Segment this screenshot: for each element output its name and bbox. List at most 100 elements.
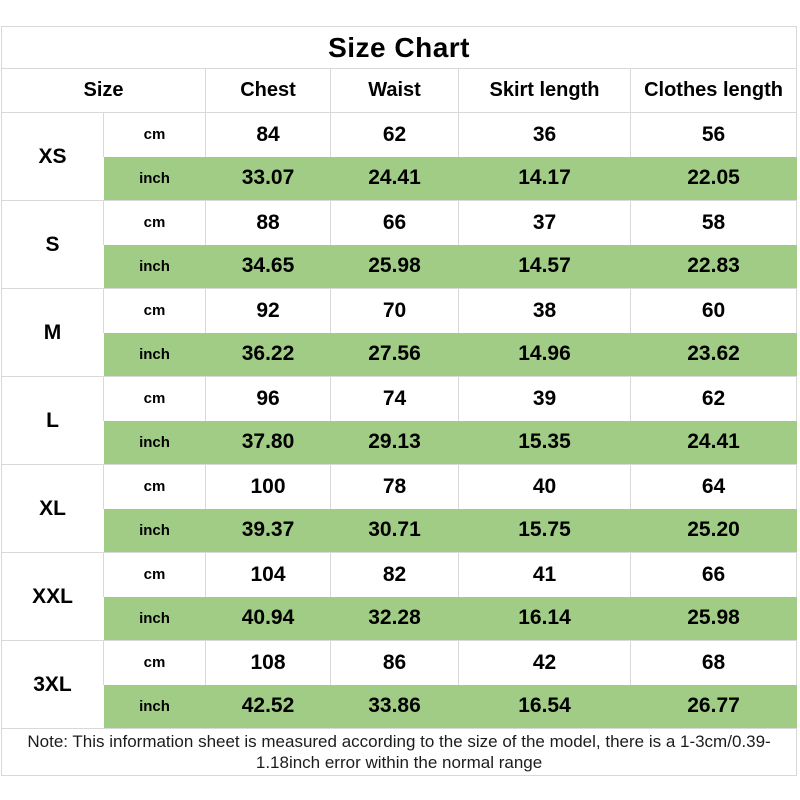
column-header-size: Size: [1, 68, 206, 113]
header-row: Size Chest Waist Skirt length Clothes le…: [1, 68, 798, 113]
measurement-value-cm: 78: [330, 464, 459, 509]
measurement-value-cm: 66: [629, 552, 798, 597]
unit-label-cm: cm: [103, 112, 206, 157]
measurement-value-inch: 29.13: [330, 420, 459, 465]
measurement-value-inch: 25.98: [630, 596, 797, 641]
unit-label-inch: inch: [103, 156, 206, 201]
measurement-value-cm: 58: [629, 200, 798, 245]
measurement-value-cm: 39: [458, 376, 631, 421]
table-row-inch: inch 42.52 33.86 16.54 26.77: [2, 684, 797, 729]
size-label: XXL: [1, 552, 104, 641]
measurement-value-inch: 15.75: [458, 508, 631, 553]
unit-label-inch: inch: [103, 508, 206, 553]
table-row-cm: XL cm 100 78 40 64: [1, 464, 798, 553]
measurement-value-cm: 74: [330, 376, 459, 421]
measurement-value-inch: 23.62: [630, 332, 797, 377]
measurement-value-cm: 82: [330, 552, 459, 597]
unit-label-cm: cm: [103, 288, 206, 333]
column-header-skirt-length: Skirt length: [458, 68, 631, 113]
measurement-value-inch: 24.41: [630, 420, 797, 465]
note-row: Note: This information sheet is measured…: [0, 728, 798, 776]
measurement-value-inch: 42.52: [205, 684, 331, 729]
measurement-value-cm: 42: [458, 640, 631, 685]
measurement-value-inch: 40.94: [205, 596, 331, 641]
unit-label-inch: inch: [103, 244, 206, 289]
measurement-value-cm: 62: [330, 112, 459, 157]
measurement-value-inch: 30.71: [330, 508, 459, 553]
measurement-value-inch: 32.28: [330, 596, 459, 641]
measurement-value-inch: 37.80: [205, 420, 331, 465]
measurement-value-cm: 68: [629, 640, 798, 685]
measurement-value-cm: 70: [330, 288, 459, 333]
table-row-inch: inch 33.07 24.41 14.17 22.05: [2, 156, 797, 201]
column-header-waist: Waist: [330, 68, 459, 113]
measurement-value-cm: 41: [458, 552, 631, 597]
measurement-value-inch: 33.07: [205, 156, 331, 201]
table-row-cm: 3XL cm 108 86 42 68: [1, 640, 798, 729]
size-label: M: [1, 288, 104, 377]
table-row-inch: inch 40.94 32.28 16.14 25.98: [2, 596, 797, 641]
note-text: Note: This information sheet is measured…: [0, 728, 798, 776]
measurement-value-cm: 96: [205, 376, 331, 421]
unit-label-inch: inch: [103, 684, 206, 729]
measurement-value-inch: 34.65: [205, 244, 331, 289]
measurement-value-inch: 39.37: [205, 508, 331, 553]
table-row-cm: XXL cm 104 82 41 66: [1, 552, 798, 641]
unit-label-inch: inch: [103, 420, 206, 465]
measurement-value-inch: 15.35: [458, 420, 631, 465]
measurement-value-inch: 14.17: [458, 156, 631, 201]
size-label: S: [1, 200, 104, 289]
measurement-value-cm: 108: [205, 640, 331, 685]
measurement-value-inch: 24.41: [330, 156, 459, 201]
measurement-value-cm: 64: [629, 464, 798, 509]
measurement-value-cm: 88: [205, 200, 331, 245]
measurement-value-inch: 22.83: [630, 244, 797, 289]
title-row: Size Chart: [0, 26, 798, 69]
measurement-value-cm: 36: [458, 112, 631, 157]
measurement-value-inch: 14.96: [458, 332, 631, 377]
chart-title: Size Chart: [0, 26, 798, 69]
size-label: XL: [1, 464, 104, 553]
table-row-inch: inch 36.22 27.56 14.96 23.62: [2, 332, 797, 377]
table-row-inch: inch 37.80 29.13 15.35 24.41: [2, 420, 797, 465]
unit-label-cm: cm: [103, 376, 206, 421]
unit-label-cm: cm: [103, 552, 206, 597]
table-row-inch: inch 39.37 30.71 15.75 25.20: [2, 508, 797, 553]
measurement-value-inch: 26.77: [630, 684, 797, 729]
measurement-value-cm: 92: [205, 288, 331, 333]
unit-label-cm: cm: [103, 640, 206, 685]
measurement-value-cm: 62: [629, 376, 798, 421]
measurement-value-inch: 16.14: [458, 596, 631, 641]
unit-label-cm: cm: [103, 200, 206, 245]
unit-label-inch: inch: [103, 596, 206, 641]
size-label: XS: [1, 112, 104, 201]
measurement-value-inch: 22.05: [630, 156, 797, 201]
measurement-value-cm: 56: [629, 112, 798, 157]
measurement-value-cm: 37: [458, 200, 631, 245]
measurement-value-cm: 66: [330, 200, 459, 245]
unit-label-inch: inch: [103, 332, 206, 377]
measurement-value-cm: 84: [205, 112, 331, 157]
unit-label-cm: cm: [103, 464, 206, 509]
measurement-value-inch: 25.98: [330, 244, 459, 289]
measurement-value-inch: 25.20: [630, 508, 797, 553]
size-label: L: [1, 376, 104, 465]
measurement-value-cm: 60: [629, 288, 798, 333]
measurement-value-cm: 100: [205, 464, 331, 509]
table-row-cm: XS cm 84 62 36 56: [1, 112, 798, 201]
measurement-value-cm: 40: [458, 464, 631, 509]
measurement-value-cm: 38: [458, 288, 631, 333]
table-row-inch: inch 34.65 25.98 14.57 22.83: [2, 244, 797, 289]
measurement-value-inch: 14.57: [458, 244, 631, 289]
measurement-value-cm: 86: [330, 640, 459, 685]
measurement-value-inch: 16.54: [458, 684, 631, 729]
size-label: 3XL: [1, 640, 104, 729]
measurement-value-cm: 104: [205, 552, 331, 597]
measurement-value-inch: 36.22: [205, 332, 331, 377]
size-chart-table: Size Chart Size Chest Waist Skirt length…: [0, 26, 798, 776]
